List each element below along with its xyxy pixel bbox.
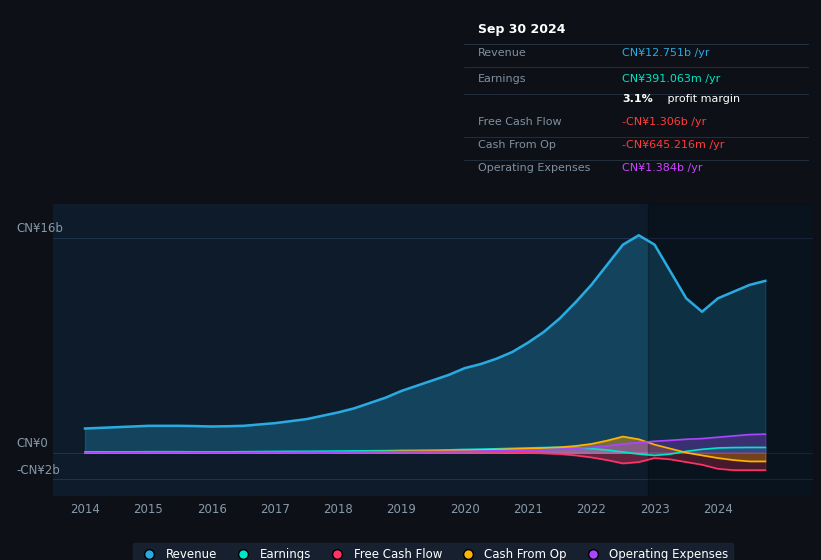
Text: Operating Expenses: Operating Expenses	[478, 163, 590, 173]
Legend: Revenue, Earnings, Free Cash Flow, Cash From Op, Operating Expenses: Revenue, Earnings, Free Cash Flow, Cash …	[133, 543, 733, 560]
Text: Earnings: Earnings	[478, 74, 526, 84]
Text: profit margin: profit margin	[664, 94, 740, 104]
Text: 3.1%: 3.1%	[622, 94, 654, 104]
Text: Revenue: Revenue	[478, 48, 526, 58]
Bar	[649, 204, 813, 496]
Text: CN¥1.384b /yr: CN¥1.384b /yr	[622, 163, 703, 173]
Text: Cash From Op: Cash From Op	[478, 140, 556, 150]
Text: Sep 30 2024: Sep 30 2024	[478, 23, 565, 36]
Text: -CN¥645.216m /yr: -CN¥645.216m /yr	[622, 140, 725, 150]
Text: CN¥12.751b /yr: CN¥12.751b /yr	[622, 48, 710, 58]
Text: -CN¥1.306b /yr: -CN¥1.306b /yr	[622, 117, 707, 127]
Text: CN¥0: CN¥0	[16, 437, 48, 450]
Text: CN¥16b: CN¥16b	[16, 222, 63, 235]
Text: CN¥391.063m /yr: CN¥391.063m /yr	[622, 74, 721, 84]
Text: -CN¥2b: -CN¥2b	[16, 464, 60, 477]
Text: Free Cash Flow: Free Cash Flow	[478, 117, 562, 127]
